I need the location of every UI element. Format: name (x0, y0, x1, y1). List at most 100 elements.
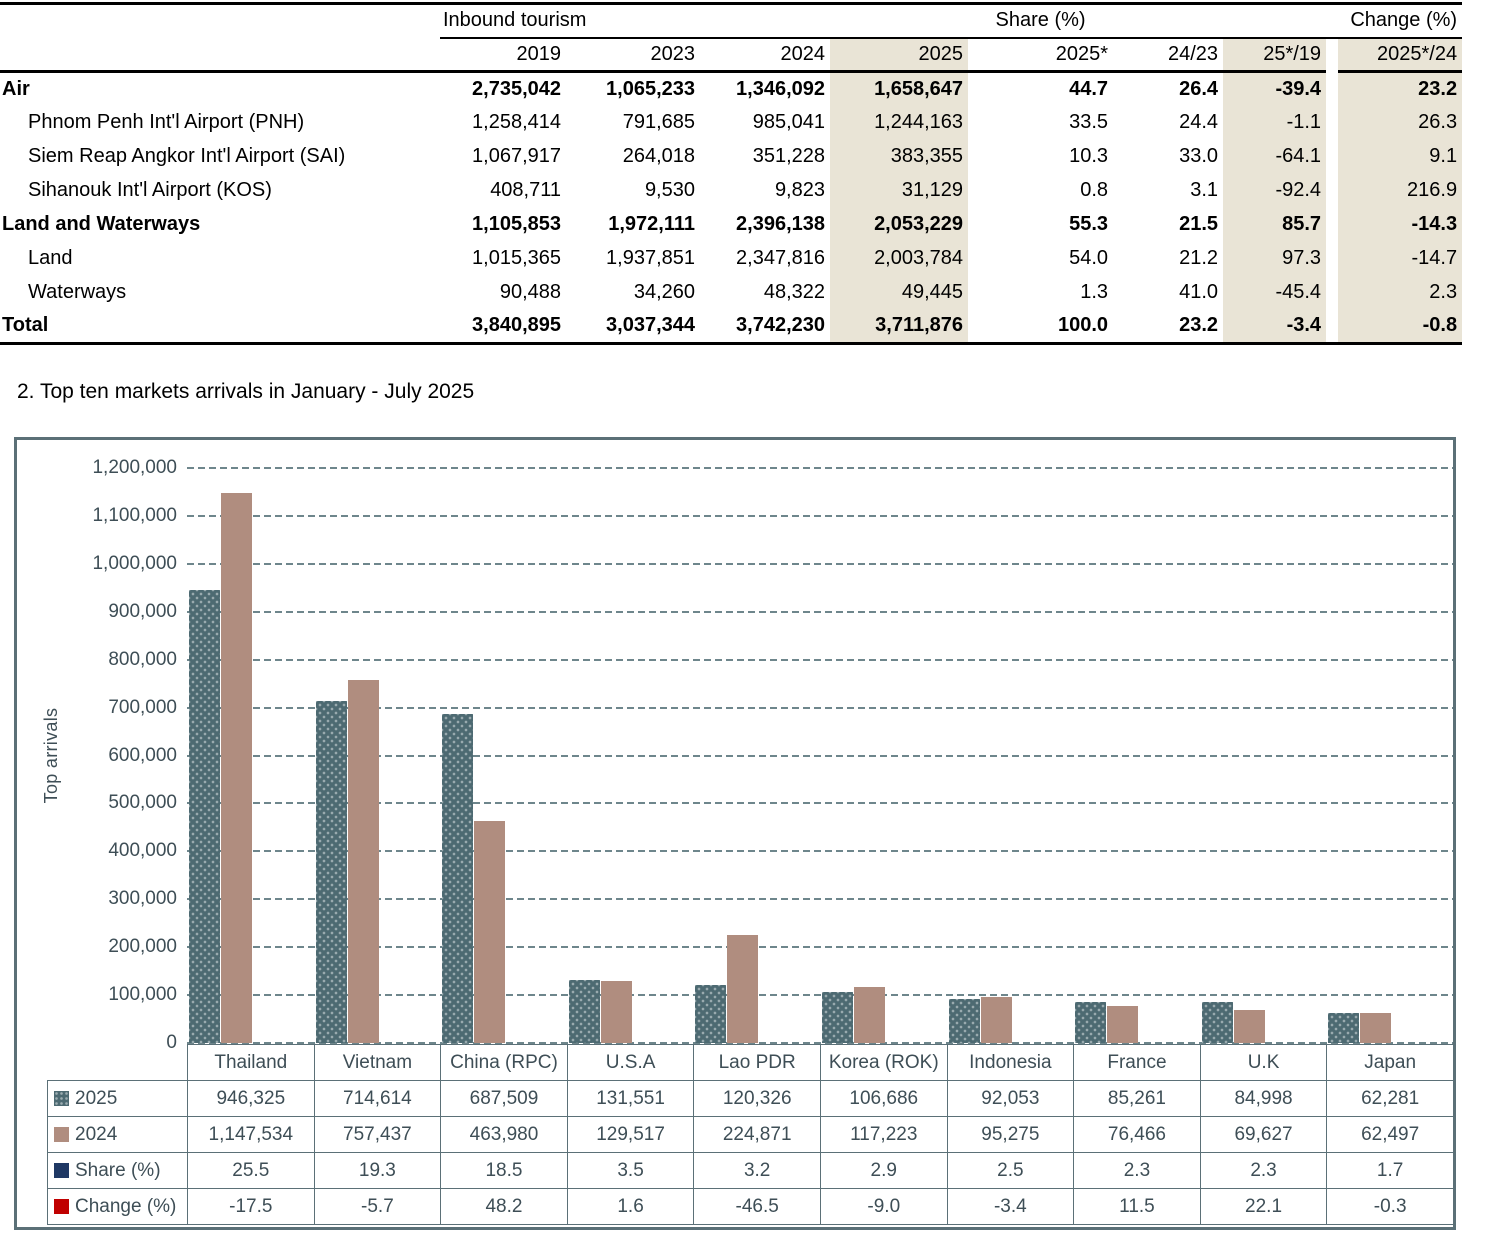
series-value: 463,980 (440, 1116, 568, 1153)
legend-row: 2024 1,147,534 757,437 463,980 129,517 224,87… (47, 1116, 1454, 1153)
value-cell: 33.0 (1179, 145, 1219, 167)
series-value: 129,517 (566, 1116, 695, 1153)
bar-2025-lao-pdr (695, 985, 727, 1043)
table-row: Phnom Penh Int'l Airport (PNH) 1,258,414 7… (0, 105, 1463, 140)
gridline (187, 802, 1453, 805)
series-value: 69,627 (1199, 1116, 1328, 1153)
value-cell: 3,840,895 (440, 309, 566, 345)
gridline (187, 514, 1453, 517)
table-row: Land 1,015,365 1,937,851 2,347,816 2,003,784… (0, 241, 1463, 276)
column-gap (1326, 309, 1339, 345)
bar-2024-lao-pdr (727, 935, 759, 1043)
series-value: 757,437 (313, 1116, 442, 1153)
column-gap (1326, 174, 1338, 208)
legend-marker-change- (54, 1198, 69, 1214)
value-cell: 24.4 (1179, 111, 1219, 133)
gridline (187, 946, 1453, 949)
value-cell: 100.0 (968, 309, 1114, 345)
column-gap (1326, 140, 1338, 174)
series-value: 3.2 (693, 1152, 821, 1189)
bar-2025-china-rpc- (442, 714, 474, 1043)
value-cell: 3,742,230 (700, 309, 830, 345)
series-value: 22.1 (1199, 1188, 1328, 1225)
column-gap (1326, 106, 1338, 140)
bar-2025-france (1075, 1002, 1107, 1043)
value-cell: 3,711,876 (830, 309, 969, 345)
series-value: 84,998 (1199, 1080, 1328, 1117)
row-label: Sihanouk Int'l Airport (KOS) (28, 179, 272, 201)
table-row: Siem Reap Angkor Int'l Airport (SAI) 1,06… (0, 139, 1463, 174)
value-cell: 1,065,233 (606, 77, 695, 100)
value-cell: 34,260 (633, 281, 695, 303)
category-header: Vietnam (313, 1044, 442, 1081)
column-gap (1326, 208, 1338, 242)
gridline (187, 467, 1453, 469)
value-cell: 9,823 (774, 179, 825, 201)
series-value: 85,261 (1073, 1080, 1201, 1117)
table-row: Air 2,735,042 1,065,233 1,346,092 1,658,647 4… (0, 71, 1463, 106)
year-header: 2023 (566, 37, 700, 73)
value-cell: 985,041 (752, 111, 825, 133)
value-cell: 1,658,647 (830, 71, 969, 106)
bar-2024-france (1107, 1006, 1139, 1043)
value-cell: 1.3 (1080, 281, 1109, 303)
y-tick-label: 400,000 (108, 840, 177, 862)
gridline (187, 610, 1453, 613)
bar-2024-japan (1360, 1013, 1392, 1043)
series-value: -17.5 (187, 1188, 315, 1225)
bar-2024-indonesia (980, 997, 1012, 1043)
column-gap (1326, 276, 1338, 310)
row-label: Air (2, 77, 30, 100)
column-gap (1326, 72, 1338, 106)
series-value: 106,686 (819, 1080, 948, 1117)
series-value: -0.3 (1326, 1188, 1454, 1225)
value-cell: 85.7 (1223, 207, 1327, 242)
value-cell: -92.4 (1223, 173, 1327, 208)
year-header: 25*/19 (1223, 37, 1327, 73)
y-tick-label: 200,000 (108, 936, 177, 958)
row-label: Waterways (28, 281, 127, 303)
bar-2025-thailand (189, 590, 220, 1043)
value-cell: 55.3 (1069, 213, 1109, 235)
value-cell: 791,685 (622, 111, 695, 133)
legend-marker-2025 (54, 1090, 69, 1106)
value-cell: 408,711 (490, 179, 561, 201)
value-cell: 2,735,042 (472, 77, 561, 100)
year-header: 2019 (440, 37, 566, 73)
value-cell: 383,355 (830, 139, 969, 174)
value-cell: 1,067,917 (472, 145, 561, 167)
value-cell: 1,244,163 (830, 105, 969, 140)
group-header: Change (%) (1113, 3, 1463, 39)
value-cell: 9.1 (1338, 139, 1463, 174)
bar-2024-u-k (1233, 1010, 1265, 1043)
series-value: 2.9 (819, 1152, 948, 1189)
bar-2024-thailand (221, 493, 252, 1043)
bar-2025-indonesia (948, 999, 980, 1043)
series-value: 11.5 (1073, 1188, 1201, 1225)
value-cell: 216.9 (1338, 173, 1463, 208)
gridline (187, 850, 1453, 853)
value-cell: 0.8 (1080, 179, 1109, 201)
series-value: 1.7 (1326, 1152, 1454, 1189)
chart-plot-area (187, 467, 1453, 1044)
series-label: Change (%) (47, 1188, 188, 1225)
value-cell: 44.7 (1069, 77, 1109, 100)
value-cell: -64.1 (1223, 139, 1327, 174)
column-gap (1326, 38, 1338, 72)
value-cell: 54.0 (1069, 247, 1109, 269)
year-header: 2025* (968, 37, 1114, 73)
gridline (187, 898, 1453, 901)
category-header: U.K (1199, 1044, 1328, 1081)
y-tick-label: 600,000 (108, 744, 177, 766)
value-cell: 1,015,365 (472, 247, 561, 269)
arrivals-chart: Top arrivals 0 100,000 200,000 300,000 400,0… (14, 437, 1456, 1230)
value-cell: 3,037,344 (566, 309, 700, 345)
value-cell: 21.5 (1179, 213, 1219, 235)
bar-2025-korea-rok- (822, 992, 853, 1043)
series-value: 95,275 (946, 1116, 1075, 1153)
value-cell: 1,258,414 (472, 111, 561, 133)
column-gap (1326, 242, 1338, 276)
series-value: -3.4 (946, 1188, 1075, 1225)
value-cell: 2.3 (1338, 275, 1463, 310)
series-value: 25.5 (187, 1152, 315, 1189)
